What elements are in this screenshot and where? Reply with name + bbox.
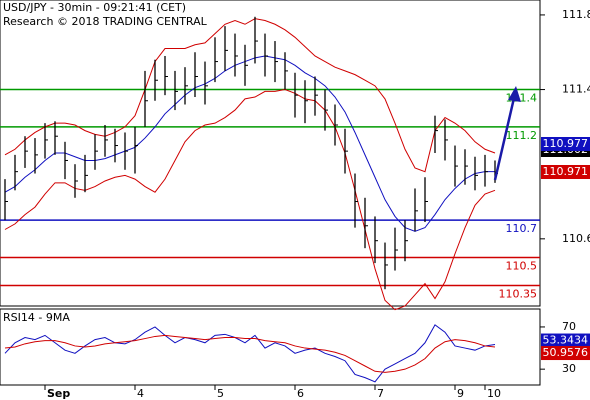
x-tick-label: 10 xyxy=(487,387,501,400)
x-tick-label: Sep xyxy=(47,387,70,400)
forecast-arrow xyxy=(493,97,516,181)
x-tick-label: 9 xyxy=(457,387,464,400)
series-line xyxy=(4,324,496,383)
arrow-head xyxy=(508,86,521,102)
y-tick-label: 70 xyxy=(562,320,576,333)
price-tag xyxy=(541,165,590,179)
header-bg xyxy=(1,1,206,29)
x-tick-label: 7 xyxy=(377,387,384,400)
y-tick-label: 110.6 xyxy=(562,232,590,245)
x-tick-label: 5 xyxy=(217,387,224,400)
series-line xyxy=(4,334,496,373)
rsi-title: RSI14 - 9MA xyxy=(3,311,70,324)
value-tag-label: 53.3434 xyxy=(543,334,589,347)
level-label: 110.5 xyxy=(506,259,538,272)
x-tick-label: 6 xyxy=(297,387,304,400)
series-line xyxy=(4,55,495,232)
chart-title: USD/JPY - 30min - 09:21:41 (CET) xyxy=(3,1,186,14)
y-tick-label: 111.8 xyxy=(562,8,590,21)
level-label: 111.2 xyxy=(506,129,538,142)
y-tick-label: 30 xyxy=(562,362,576,375)
y-tick-label: 111.4 xyxy=(562,83,590,96)
value-tag xyxy=(541,346,590,361)
series-line xyxy=(4,18,496,173)
x-tick-label: 4 xyxy=(137,387,144,400)
price-pane xyxy=(0,0,541,307)
rsi-pane xyxy=(0,308,541,386)
series-line xyxy=(4,89,496,311)
value-tag xyxy=(541,333,590,348)
price-tag xyxy=(541,137,590,151)
price-tag-label: 110.971 xyxy=(543,165,589,178)
price-tag-label: 110.977 xyxy=(543,137,589,150)
level-label: 110.35 xyxy=(499,287,538,300)
chart-subtitle: Research © 2018 TRADING CENTRAL xyxy=(3,15,208,28)
level-label: 110.7 xyxy=(506,222,538,235)
value-tag-label: 50.9576 xyxy=(543,346,589,359)
